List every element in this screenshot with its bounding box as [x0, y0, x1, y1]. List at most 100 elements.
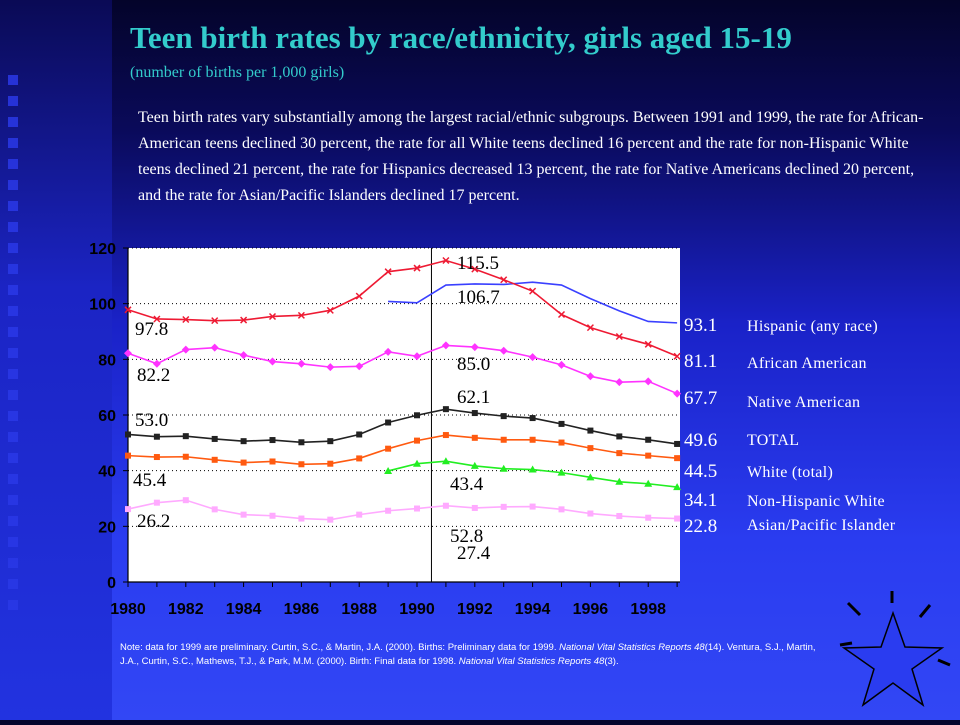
- data-point: [500, 276, 508, 284]
- data-point: [240, 459, 247, 466]
- data-point: [211, 456, 218, 463]
- data-point: [528, 465, 537, 473]
- data-point: [499, 346, 508, 355]
- decorative-square: [8, 348, 18, 358]
- data-point: [674, 440, 681, 447]
- data-point: [327, 438, 334, 445]
- data-label: 22.8: [684, 516, 717, 537]
- data-point: [586, 372, 595, 381]
- data-point: [529, 415, 536, 422]
- data-point: [557, 360, 566, 369]
- page-subtitle: (number of births per 1,000 girls): [130, 64, 345, 81]
- data-point: [470, 461, 479, 469]
- data-point: [153, 315, 161, 323]
- y-tick-label: 60: [98, 408, 116, 425]
- data-point: [182, 316, 190, 324]
- data-point: [615, 477, 624, 485]
- data-point: [586, 324, 594, 332]
- page-title: Teen birth rates by race/ethnicity, girl…: [130, 20, 792, 55]
- data-point: [645, 452, 652, 459]
- data-point: [673, 389, 682, 398]
- decorative-square: [8, 453, 18, 463]
- data-point: [471, 434, 478, 441]
- data-point: [558, 439, 565, 446]
- data-point: [529, 436, 536, 443]
- y-tick-label: 0: [107, 575, 116, 592]
- decorative-square: [8, 516, 18, 526]
- data-point: [413, 264, 421, 272]
- data-point: [500, 503, 507, 510]
- note-text-2: (14). Ventura, S.J., Martin, J.A., Curti…: [120, 642, 816, 667]
- source-note: Note: data for 1999 are preliminary. Cur…: [120, 641, 828, 669]
- data-label: 34.1: [684, 490, 717, 511]
- data-point: [355, 292, 363, 300]
- data-point: [500, 413, 507, 420]
- data-point: [615, 378, 624, 387]
- decorative-square: [8, 411, 18, 421]
- data-point: [441, 457, 450, 465]
- legend-entry: Hispanic (any race): [747, 318, 878, 335]
- series-line: [127, 408, 678, 445]
- data-point: [385, 419, 392, 426]
- decorative-square: [8, 138, 18, 148]
- legend-entry: African American: [747, 355, 867, 372]
- data-point: [587, 510, 594, 517]
- data-point: [587, 445, 594, 452]
- x-tick-label: 1986: [284, 601, 320, 618]
- data-point: [414, 505, 421, 512]
- data-point: [355, 362, 364, 371]
- data-point: [529, 287, 537, 295]
- legend-entry: TOTAL: [747, 432, 800, 449]
- data-point: [644, 377, 653, 386]
- data-point: [558, 420, 565, 427]
- data-point: [297, 359, 306, 368]
- data-label: 67.7: [684, 388, 717, 409]
- data-point: [356, 455, 363, 462]
- decorative-square: [8, 264, 18, 274]
- data-point: [528, 353, 537, 362]
- data-point: [153, 433, 160, 440]
- data-point: [616, 450, 623, 457]
- y-tick-label: 40: [98, 464, 116, 481]
- data-point: [211, 435, 218, 442]
- data-point: [327, 460, 334, 467]
- data-point: [557, 468, 566, 476]
- decorative-square: [8, 96, 18, 106]
- data-point: [586, 473, 595, 481]
- data-point: [268, 357, 277, 366]
- data-point: [673, 483, 682, 491]
- note-text-3: (3).: [604, 656, 619, 667]
- data-label: 62.1: [457, 387, 490, 408]
- data-point: [413, 459, 422, 467]
- data-point: [125, 431, 131, 438]
- data-point: [268, 312, 277, 321]
- data-point: [674, 515, 681, 522]
- data-point: [124, 306, 132, 314]
- data-point: [182, 497, 189, 504]
- data-point: [125, 506, 131, 513]
- data-label: 27.4: [457, 543, 491, 564]
- data-point: [644, 479, 653, 487]
- x-tick-label: 1980: [110, 601, 146, 618]
- data-point: [269, 512, 276, 519]
- data-point: [298, 439, 305, 446]
- data-point: [644, 340, 652, 348]
- note-journal-2: National Vital Statistics Reports 48: [458, 656, 605, 667]
- decorative-square: [8, 180, 18, 190]
- decorative-square: [8, 117, 18, 127]
- data-point: [557, 310, 566, 319]
- data-label: 115.5: [457, 253, 499, 274]
- decorative-square: [8, 432, 18, 442]
- data-point: [182, 433, 189, 440]
- data-point: [125, 452, 131, 459]
- x-tick-label: 1994: [515, 601, 551, 618]
- description-paragraph: Teen birth rates vary substantially amon…: [138, 109, 924, 204]
- data-point: [674, 455, 681, 462]
- data-label: 81.1: [684, 351, 717, 372]
- data-point: [442, 406, 449, 413]
- data-point: [152, 359, 161, 368]
- data-point: [269, 458, 276, 465]
- x-tick-label: 1998: [630, 601, 666, 618]
- data-point: [645, 514, 652, 521]
